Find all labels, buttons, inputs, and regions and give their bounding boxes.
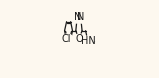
Text: O: O (75, 34, 83, 44)
Text: N: N (73, 12, 81, 22)
Text: Cl: Cl (62, 34, 71, 44)
Text: HN: HN (81, 36, 95, 46)
Text: N: N (77, 12, 84, 22)
